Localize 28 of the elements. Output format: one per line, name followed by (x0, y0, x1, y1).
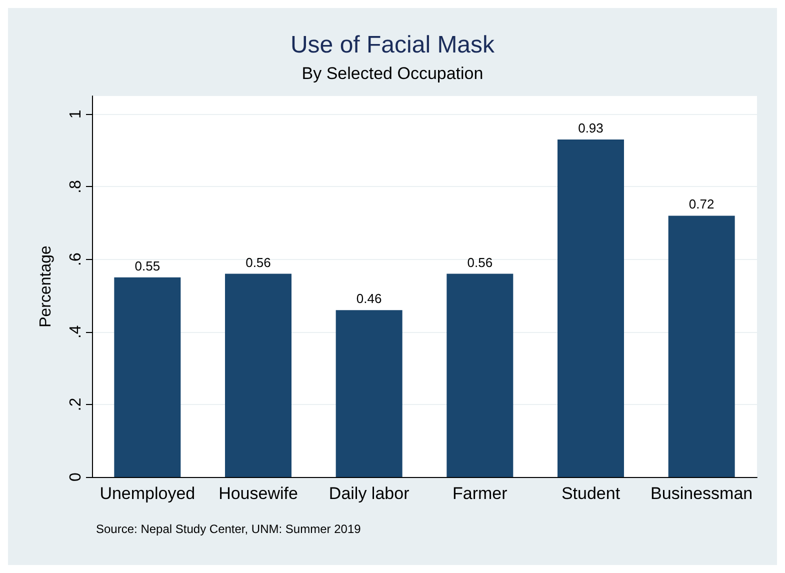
y-axis-title: Percentage (38, 245, 54, 328)
bar (446, 274, 514, 477)
data-label: 0.56 (246, 254, 271, 270)
bar (668, 216, 735, 477)
data-label: 0.46 (356, 291, 382, 306)
x-tick-label: Unemployed (100, 484, 196, 503)
y-tick-label: .8 (68, 180, 84, 194)
x-tick-label: Farmer (452, 484, 508, 503)
chart-title: Use of Facial Mask (290, 32, 496, 58)
y-tick-label: .6 (68, 252, 84, 266)
data-label: 0.56 (467, 254, 493, 270)
bar (558, 140, 624, 477)
bar (225, 274, 292, 477)
data-label: 0.55 (134, 258, 160, 274)
y-tick-label: 1 (68, 110, 84, 119)
x-tick-label: Daily labor (328, 484, 410, 503)
chart-subtitle: By Selected Occupation (302, 64, 484, 83)
y-tick-label: 0 (68, 472, 84, 482)
source-note: Source: Nepal Study Center, UNM: Summer 2019 (96, 522, 362, 536)
y-tick-label: .2 (68, 398, 84, 412)
bar (114, 277, 181, 477)
x-tick-label: Businessman (650, 484, 753, 503)
bar (336, 310, 402, 477)
data-label: 0.93 (578, 120, 604, 136)
data-label: 0.72 (688, 196, 714, 212)
x-tick-label: Housewife (218, 484, 298, 503)
x-tick-label: Student (561, 484, 620, 503)
y-tick-label: .4 (68, 325, 84, 339)
